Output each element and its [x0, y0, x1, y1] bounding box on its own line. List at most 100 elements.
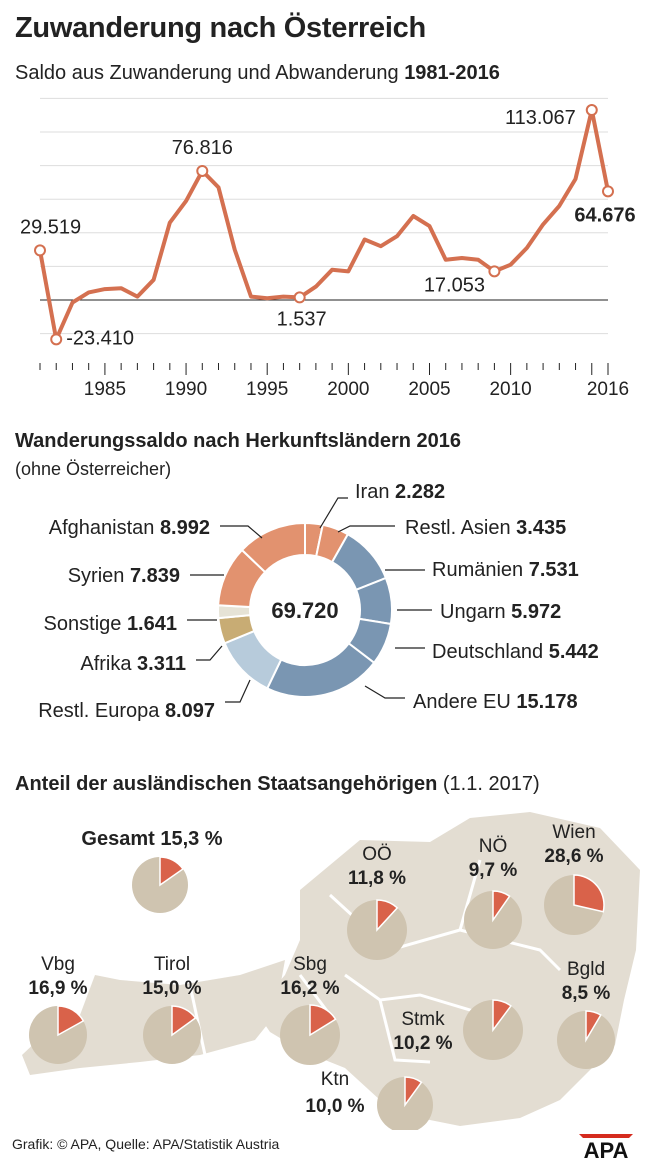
pie-label: Gesamt 15,3 % [81, 828, 222, 850]
pie-slice [159, 856, 185, 887]
leader-line [319, 497, 348, 529]
annotation-label: 76.816 [172, 137, 233, 159]
annotation-label: -23.410 [66, 327, 134, 349]
share-chart-title: Anteil der ausländischen Staatsangehörig… [15, 773, 540, 796]
leader-line [225, 679, 251, 703]
apa-logo-text: APA [584, 1138, 629, 1160]
page-title: Zuwanderung nach Österreich [15, 12, 426, 44]
pie-no: NÖ 9,7 % [464, 836, 522, 949]
pie-bgld: Bgld 8,5 % [557, 959, 615, 1069]
donut-leader-lines [187, 497, 432, 703]
annotation-label: 113.067 [505, 107, 576, 129]
annotation-label: 29.519 [20, 216, 81, 238]
apa-logo: APA [579, 1134, 633, 1160]
donut-label: Ungarn 5.972 [440, 601, 561, 623]
source-note: Grafik: © APA, Quelle: APA/Statistik Aus… [12, 1136, 280, 1152]
donut-labels: Iran 2.282 Restl. Asien 3.435 Rumänien 7.5… [38, 481, 599, 722]
pie-value: 15,0 % [142, 978, 201, 999]
donut-label: Afghanistan 8.992 [49, 517, 210, 539]
pie-tirol: Tirol 15,0 % [142, 954, 202, 1064]
share-title-text: Anteil der ausländischen Staatsangehörig… [15, 773, 438, 795]
pie-label: OÖ [362, 844, 392, 865]
line-chart-series [38, 108, 610, 342]
pie-slice [492, 999, 512, 1033]
pie-vbg: Vbg 16,9 % [28, 954, 88, 1064]
pie-value: 16,9 % [28, 978, 87, 999]
austria-map-chart: Gesamt 15,3 % OÖ 11,8 % NÖ 9,7 % Wien 28,6 % Vb… [22, 812, 640, 1130]
donut-chart-note: (ohne Österreicher) [15, 459, 172, 479]
donut-label: Syrien 7.839 [68, 565, 180, 587]
pie-slice [57, 1005, 85, 1037]
pie-label: Bgld [567, 959, 605, 980]
pie-ktn: Ktn 10,0 % [305, 1069, 433, 1130]
donut-label: Sonstige 1.641 [44, 613, 177, 635]
x-tick-label: 1995 [246, 379, 288, 400]
annotation-label: 1.537 [277, 308, 327, 330]
pie-sbg: Sbg 16,2 % [280, 954, 340, 1065]
x-tick-label: 1985 [84, 379, 126, 400]
pie-gesamt: Gesamt 15,3 % [81, 828, 223, 913]
donut-label: Deutschland 5.442 [432, 641, 599, 663]
pie-value: 28,6 % [544, 846, 603, 867]
donut-total: 69.720 [271, 598, 338, 623]
annotation-marker [50, 333, 63, 346]
x-tick-label: 2010 [489, 379, 531, 400]
x-tick-label: 2000 [327, 379, 369, 400]
leader-line [220, 525, 263, 539]
pie-value: 11,8 % [348, 868, 406, 889]
donut-label: Iran 2.282 [355, 481, 445, 503]
pie-stmk: Stmk 10,2 % [393, 999, 523, 1060]
annotation-marker [196, 164, 209, 177]
pie-slice [492, 890, 511, 923]
x-tick-label: 1990 [165, 379, 207, 400]
annotation-marker [488, 265, 501, 278]
line-chart: 1985 1990 1995 2000 2005 2010 2016 29.519 -23.4… [20, 97, 636, 400]
pie-label: Wien [552, 822, 595, 843]
x-tick-label: 2016 [587, 379, 629, 400]
pie-wien: Wien 28,6 % [544, 822, 605, 935]
pie-label: Ktn [321, 1069, 350, 1090]
subtitle-text: Saldo aus Zuwanderung und Abwanderung [15, 62, 399, 84]
subtitle-range: 1981-2016 [404, 62, 500, 84]
donut-label: Afrika 3.311 [80, 653, 186, 675]
line-chart-grid [40, 97, 608, 335]
austria-map-east [255, 812, 640, 1126]
donut-label: Rumänien 7.531 [432, 559, 579, 581]
annotation-marker [293, 291, 306, 304]
pie-value: 10,0 % [305, 1096, 364, 1117]
leader-line [196, 645, 223, 661]
annotation-marker [585, 104, 598, 117]
pie-value: 8,5 % [562, 983, 611, 1004]
donut-slices [217, 521, 393, 698]
donut-chart-title: Wanderungssaldo nach Herkunftsländern 20… [15, 430, 462, 452]
pie-label: Vbg [41, 954, 75, 975]
annotation-marker [34, 244, 46, 257]
pie-slice [404, 1076, 423, 1108]
leader-line [364, 685, 405, 699]
x-tick-label: 2005 [408, 379, 450, 400]
pie-value: 10,2 % [393, 1033, 452, 1054]
donut-slice [240, 521, 306, 574]
donut-slice [265, 641, 376, 698]
donut-label: Andere EU 15.178 [413, 691, 578, 713]
share-title-date: (1.1. 2017) [442, 773, 540, 795]
pie-slice [585, 1010, 602, 1043]
line-chart-labels: 29.519 -23.410 76.816 1.537 17.053 113.067 64.… [20, 107, 636, 349]
chart-subtitle: Saldo aus Zuwanderung und Abwanderung 19… [15, 62, 500, 85]
pie-slice [376, 899, 399, 932]
donut-chart: Iran 2.282 Restl. Asien 3.435 Rumänien 7.5… [38, 481, 599, 722]
pie-oo: OÖ 11,8 % [347, 844, 407, 960]
austria-map-borders [188, 859, 562, 1064]
pie-label: Tirol [154, 954, 190, 975]
pie-label: Stmk [401, 1009, 445, 1030]
pie-slice [573, 874, 605, 913]
annotation-label: 17.053 [424, 274, 485, 296]
donut-label: Restl. Europa 8.097 [38, 700, 215, 722]
donut-label: Restl. Asien 3.435 [405, 517, 566, 539]
pie-label: Sbg [293, 954, 327, 975]
pie-slice [171, 1005, 197, 1037]
pie-value: 9,7 % [469, 860, 518, 881]
annotation-marker [602, 185, 614, 198]
leader-line [337, 525, 395, 533]
line-chart-axis: 1985 1990 1995 2000 2005 2010 2016 [39, 299, 629, 400]
